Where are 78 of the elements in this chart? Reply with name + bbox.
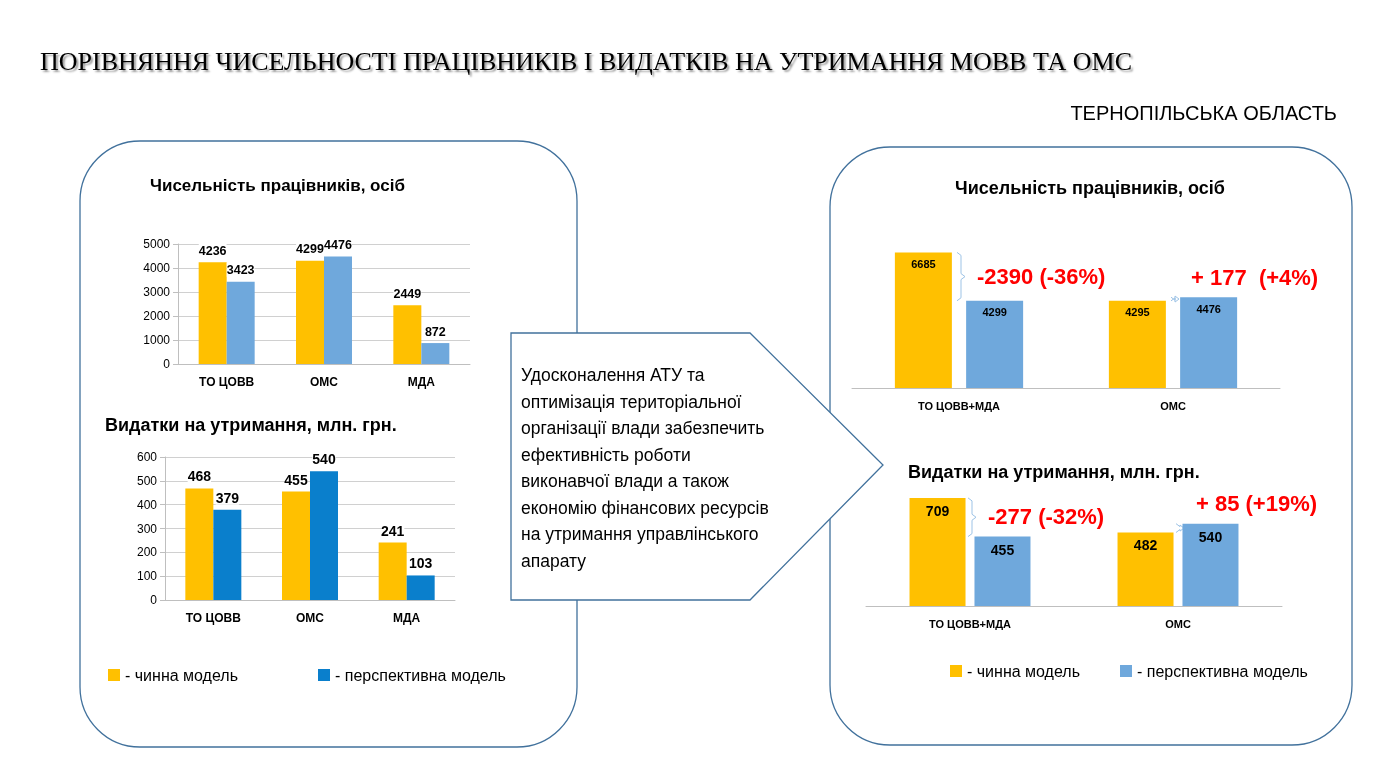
x-tick-label: ОМС xyxy=(1160,399,1186,412)
bar xyxy=(393,305,422,364)
data-label: 540 xyxy=(1198,528,1223,545)
annotation: + 85 (+19%) xyxy=(1196,491,1318,517)
bar xyxy=(310,471,338,600)
bar xyxy=(966,300,1024,388)
bar xyxy=(909,497,966,606)
y-tick-label: 3000 xyxy=(143,285,171,299)
annotation: -277 (-32%) xyxy=(988,504,1105,530)
y-tick-label: 1000 xyxy=(143,333,171,347)
y-tick-label: 4000 xyxy=(143,261,171,275)
bar xyxy=(974,536,1031,606)
data-label: 709 xyxy=(925,502,950,519)
x-tick-label: ТО ЦОВВ+МДА xyxy=(918,399,1001,412)
data-label: 468 xyxy=(187,468,212,485)
bar xyxy=(198,262,227,364)
legend-label: - перспективна модель xyxy=(334,666,506,684)
bar xyxy=(185,488,214,600)
data-label: 4476 xyxy=(1196,302,1221,315)
bar xyxy=(406,575,435,600)
data-label: 2449 xyxy=(393,286,422,301)
data-label: 4299 xyxy=(296,242,324,257)
y-tick-label: 5000 xyxy=(143,237,171,251)
y-tick-label: 500 xyxy=(136,473,158,488)
x-tick-label: ОМС xyxy=(296,611,325,625)
y-tick-label: 200 xyxy=(136,545,158,560)
bar xyxy=(1182,523,1239,606)
annotation: + 177 (+4%) xyxy=(1191,264,1319,290)
x-tick-label: ТО ЦОВВ+МДА xyxy=(929,617,1012,630)
y-tick-label: 100 xyxy=(136,569,158,584)
data-label: 872 xyxy=(424,324,446,339)
bar xyxy=(1180,297,1238,388)
legend-label: - чинна модель xyxy=(967,662,1080,680)
chart-title: Видатки на утримання, млн. грн. xyxy=(105,415,397,435)
data-label: 4295 xyxy=(1125,306,1150,319)
bar xyxy=(226,281,255,364)
data-label: 455 xyxy=(284,471,308,488)
data-label: 103 xyxy=(408,555,433,572)
bar xyxy=(282,491,310,600)
data-label: 241 xyxy=(380,522,405,539)
y-tick-label: 300 xyxy=(136,521,158,536)
chart-title: Чисельність працівників, осіб xyxy=(955,178,1225,198)
chart-title: Видатки на утримання, млн. грн. xyxy=(908,462,1200,482)
data-label: 482 xyxy=(1133,537,1158,554)
legend-label: - чинна модель xyxy=(125,666,238,684)
data-label: 3423 xyxy=(226,263,255,278)
data-label: 4476 xyxy=(324,238,352,253)
legend-label: - перспективна модель xyxy=(1136,662,1308,680)
text: ПОРІВНЯННЯ ЧИСЕЛЬНОСТІ ПРАЦІВНИКІВ І ВИДАТКІВ НА УТРИМАННЯ МОВВ ТА ОМС xyxy=(40,47,1133,77)
y-tick-label: 0 xyxy=(150,593,158,607)
text: ТЕРНОПІЛЬСЬКА ОБЛАСТЬ xyxy=(1070,102,1337,125)
y-tick-label: 600 xyxy=(136,450,158,464)
annotation: -2390 (-36%) xyxy=(977,264,1106,290)
bar xyxy=(894,252,952,388)
data-label: 540 xyxy=(312,451,336,468)
x-tick-label: МДА xyxy=(393,611,421,625)
y-tick-label: 2000 xyxy=(143,309,171,323)
x-tick-label: МДА xyxy=(407,375,436,389)
x-tick-label: ТО ЦОВВ xyxy=(199,375,255,389)
bar xyxy=(421,343,450,364)
x-tick-label: ОМС xyxy=(310,375,339,389)
bar xyxy=(378,542,407,600)
y-tick-label: 0 xyxy=(163,357,171,371)
data-label: 4299 xyxy=(982,306,1007,319)
x-tick-label: ОМС xyxy=(1165,617,1191,630)
bar xyxy=(213,509,242,600)
data-label: 379 xyxy=(215,489,240,506)
data-label: 6685 xyxy=(911,257,936,270)
data-label: 4236 xyxy=(198,243,227,258)
bar xyxy=(324,256,352,364)
bar xyxy=(1108,300,1166,388)
y-tick-label: 400 xyxy=(136,497,158,512)
text: Удосконалення АТУ та оптимізація територіальної організації влади забезпечить ефективність роботи виконавчої влади а також економію фінансових ресурсів на утримання управлінського апарату xyxy=(521,364,770,573)
x-tick-label: ТО ЦОВВ xyxy=(185,611,242,625)
bar xyxy=(1117,532,1174,606)
chart-title: Чисельність працівників, осіб xyxy=(150,176,405,195)
bar xyxy=(296,260,324,364)
data-label: 455 xyxy=(990,541,1015,558)
